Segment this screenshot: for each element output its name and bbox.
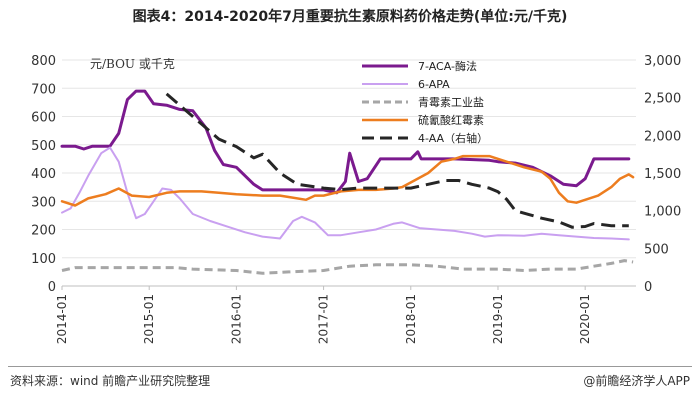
y-left-tick-label: 600 [31, 111, 56, 126]
series-line [61, 146, 630, 241]
series-line [61, 259, 634, 275]
legend-label: 青霉素工业盐 [418, 96, 484, 109]
y-left-tick-label: 100 [31, 252, 56, 267]
grid [62, 59, 636, 287]
credit-note: @前瞻经济学人APP [583, 374, 690, 388]
y-left-tick-label: 800 [31, 54, 56, 69]
y-left-tick-label: 0 [48, 280, 56, 295]
series-line [165, 92, 629, 229]
y-right-tick-label: 1,000 [644, 205, 681, 220]
y-left-tick-label: 200 [31, 224, 56, 239]
legend-label: 7-ACA-酶法 [418, 59, 477, 73]
footer-divider [8, 366, 692, 367]
x-tick-label: 2015-01 [142, 294, 156, 344]
y-right-tick-label: 2,500 [644, 92, 681, 107]
series-line [60, 89, 631, 195]
unit-label: 元/BOU 或千克 [90, 57, 175, 71]
y-left-tick-label: 700 [31, 82, 56, 97]
x-tick-label: 2018-01 [404, 294, 418, 344]
y-right-tick-label: 2,000 [644, 129, 681, 144]
chart-title: 图表4：2014-2020年7月重要抗生素原料药价格走势(单位:元/千克) [132, 9, 568, 25]
y-left-tick-label: 400 [31, 167, 56, 182]
x-tick-label: 2014-01 [55, 294, 69, 344]
series-layer [60, 89, 635, 275]
legend-label: 4-AA（右轴） [418, 131, 488, 145]
y-left-tick-label: 500 [31, 139, 56, 154]
axes: 0 100 200 300 400 500 600 700 800 0 500 1,000 1,500 2… [31, 54, 681, 344]
legend-label: 6-APA [418, 78, 450, 91]
y-left-tick-label: 300 [31, 195, 56, 210]
y-right-tick-label: 1,500 [644, 167, 681, 182]
y-right-tick-label: 500 [644, 242, 669, 257]
source-note: 资料来源：wind 前瞻产业研究院整理 [10, 374, 211, 388]
legend-label: 硫氰酸红霉素 [418, 113, 484, 127]
y-right-tick-label: 0 [644, 280, 652, 295]
x-tick-label: 2019-01 [491, 294, 505, 344]
x-tick-label: 2020-01 [578, 294, 592, 344]
x-tick-label: 2016-01 [229, 294, 243, 344]
x-tick-label: 2017-01 [317, 294, 331, 344]
y-right-tick-label: 3,000 [644, 54, 681, 69]
